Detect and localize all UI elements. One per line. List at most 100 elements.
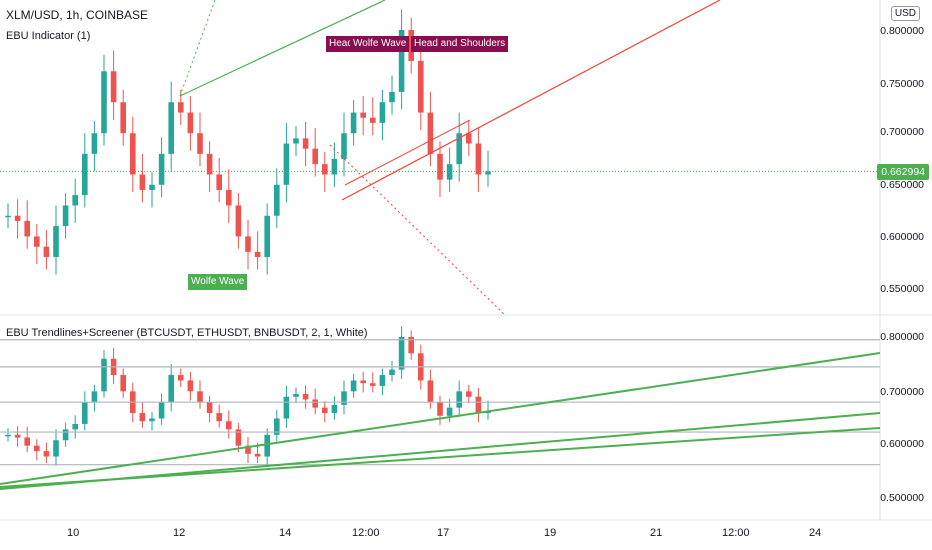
screener-y-tick: 0.700000 [880, 386, 924, 398]
main-candle [149, 184, 155, 190]
screener-y-tick: 0.500000 [880, 492, 924, 504]
pattern-label-head-shoulders: Head and Shoulders [411, 36, 509, 52]
screener-label[interactable]: EBU Trendlines+Screener (BTCUSDT, ETHUSD… [6, 327, 368, 339]
main-candle [235, 205, 242, 237]
screener-candle [456, 391, 462, 408]
screener-trendline [0, 427, 881, 488]
screener-candle [274, 418, 280, 435]
main-candle [187, 112, 194, 134]
screener-candle [283, 396, 290, 419]
main-candle [82, 153, 88, 196]
green-dotted-trendline [179, 0, 216, 97]
main-candle [226, 189, 232, 206]
main-candle [91, 133, 98, 154]
main-candle [62, 205, 69, 227]
indicator-label[interactable]: EBU Indicator (1) [6, 30, 91, 42]
screener-candle [5, 434, 11, 437]
symbol-title: XLM/USD, 1h, COINBASE [6, 8, 149, 22]
main-candle [370, 117, 376, 123]
screener-candle [187, 380, 194, 392]
screener-candle [101, 358, 107, 392]
red-dotted-trendline [329, 144, 506, 316]
screener-candle [43, 451, 50, 457]
x-tick: 19 [544, 527, 557, 539]
main-candle [485, 171, 491, 175]
main-candle [110, 71, 117, 103]
screener-candle [245, 445, 251, 454]
main-candle [168, 102, 174, 154]
screener-candle [24, 437, 30, 446]
screener-candle [254, 453, 261, 457]
main-candle [360, 112, 366, 118]
screener-candle [350, 380, 357, 392]
x-tick: 17 [437, 527, 450, 539]
main-candle [427, 112, 434, 154]
screener-candle [53, 440, 59, 457]
screener-candle [72, 423, 78, 430]
main-candle [14, 215, 21, 221]
screener-candle [331, 404, 338, 414]
screener-candle [475, 396, 482, 414]
screener-candle [264, 434, 270, 457]
main-candle [418, 60, 424, 113]
screener-candle [341, 391, 347, 405]
main-candle [43, 246, 50, 258]
main-candle [158, 153, 165, 185]
screener-trendline [0, 352, 881, 485]
main-candle [341, 133, 347, 159]
red-trendline [341, 0, 721, 201]
screener-candle [466, 391, 472, 397]
main-candle [34, 236, 40, 247]
screener-y-tick: 0.600000 [880, 438, 924, 450]
screener-candle [293, 394, 299, 397]
main-candle [72, 195, 78, 206]
x-tick: 24 [809, 527, 822, 539]
main-candle [5, 215, 11, 218]
x-tick: 12:00 [722, 527, 750, 539]
main-candle [475, 143, 482, 175]
screener-candle [168, 375, 174, 403]
main-candle [456, 133, 462, 165]
main-candle [350, 112, 357, 134]
screener-candle [206, 402, 213, 414]
screener-candle [427, 380, 434, 403]
currency-button[interactable]: USD [890, 6, 920, 21]
screener-candle [139, 413, 146, 422]
main-y-tick: 0.650000 [880, 179, 924, 191]
main-candle [312, 148, 318, 165]
main-candle [331, 159, 338, 175]
main-candle [197, 133, 203, 154]
main-candle [139, 174, 146, 190]
main-candle [398, 30, 405, 92]
screener-candle [34, 445, 40, 452]
screener-candle [235, 429, 242, 446]
screener-candle [226, 421, 232, 430]
screener-candle [389, 369, 395, 376]
screener-candle [158, 402, 165, 419]
main-candle [389, 91, 395, 103]
screener-candle [91, 391, 98, 403]
x-tick: 21 [650, 527, 663, 539]
main-candle [101, 71, 107, 134]
main-candle [216, 174, 222, 190]
screener-candle [120, 375, 126, 392]
main-y-tick: 0.550000 [880, 283, 924, 295]
screener-candle [302, 394, 309, 400]
main-candle [322, 164, 328, 175]
screener-candle [216, 413, 222, 422]
x-tick: 12:00 [352, 527, 380, 539]
pattern-label-wolfe-top: Wolfe Wave [350, 36, 410, 52]
main-candle [120, 102, 126, 134]
main-candle [206, 153, 213, 175]
screener-candle [197, 391, 203, 403]
main-candle [437, 153, 443, 180]
screener-candle [14, 434, 21, 438]
screener-candle [379, 375, 386, 386]
main-candle [446, 164, 453, 180]
green-trendline [179, 0, 386, 97]
pattern-label-wolfe-bottom: Wolfe Wave [188, 274, 248, 290]
screener-candle [437, 402, 443, 416]
main-candle [53, 226, 59, 258]
main-y-tick: 0.800000 [880, 25, 924, 37]
x-tick: 12 [173, 527, 186, 539]
